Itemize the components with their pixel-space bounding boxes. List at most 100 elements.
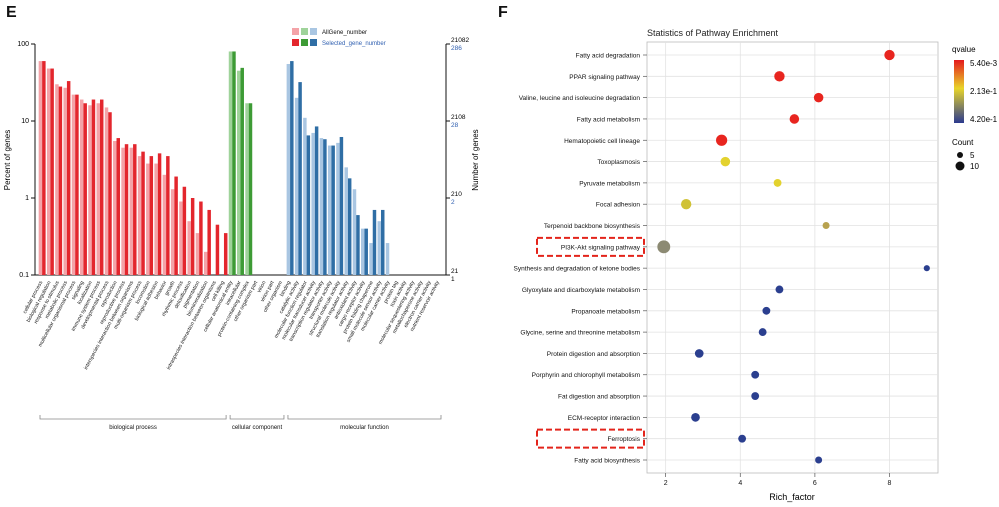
left-tick-label: 10 bbox=[21, 118, 29, 125]
bar-selected-genes bbox=[108, 112, 112, 275]
legend-selected-label: Selected_gene_number bbox=[322, 41, 386, 47]
bar-all-genes bbox=[377, 221, 382, 275]
pathway-label: Toxoplasmosis bbox=[597, 159, 640, 166]
right-tick-selected: 28 bbox=[451, 122, 459, 129]
bar-all-genes bbox=[162, 174, 167, 275]
pathway-label: Fatty acid biosynthesis bbox=[574, 458, 641, 465]
bar-all-genes bbox=[63, 87, 67, 275]
bar-all-genes bbox=[203, 251, 208, 275]
bar-all-genes bbox=[88, 105, 92, 275]
legend-swatches bbox=[292, 28, 317, 46]
bar-all-genes bbox=[327, 145, 332, 275]
pathway-dot bbox=[751, 392, 760, 400]
right-ticks: 21082 286 2108 28 210 2 21 1 bbox=[446, 37, 469, 283]
pathway-label: Terpenoid backbone biosynthesis bbox=[544, 223, 641, 230]
bar-all-genes bbox=[55, 84, 59, 276]
bar-all-genes bbox=[96, 103, 100, 275]
pathway-dot bbox=[657, 240, 671, 254]
bar-selected-genes bbox=[290, 61, 294, 276]
bar-all-genes bbox=[129, 147, 134, 275]
bar-all-genes bbox=[113, 140, 117, 275]
count-size-10 bbox=[955, 161, 965, 171]
dot-marks bbox=[657, 49, 930, 464]
bar-all-genes bbox=[369, 243, 373, 275]
dot-grid bbox=[647, 42, 938, 473]
pathway-label: Fat digestion and absorption bbox=[558, 394, 640, 401]
x-tick-label: 4 bbox=[738, 480, 742, 487]
bar-selected-genes bbox=[232, 51, 236, 276]
bar-all-genes bbox=[121, 147, 125, 275]
pathway-label: ECM-receptor interaction bbox=[568, 415, 641, 422]
x-tick-label: 2 bbox=[664, 480, 668, 487]
pathway-dot bbox=[762, 306, 771, 315]
bar-all-genes bbox=[170, 189, 175, 275]
bar-selected-genes bbox=[298, 82, 302, 275]
pathway-dot bbox=[813, 92, 824, 103]
bar-selected-genes bbox=[323, 139, 327, 275]
bar-all-genes bbox=[319, 138, 324, 275]
pathway-label: Protein digestion and absorption bbox=[547, 351, 641, 358]
group-label: molecular function bbox=[340, 425, 389, 431]
bar-group-brackets: biological process cellular component mole… bbox=[39, 415, 442, 431]
bar-selected-genes bbox=[99, 99, 104, 275]
pathway-label: Porphyrin and chlorophyll metabolism bbox=[532, 372, 640, 379]
group-label: cellular component bbox=[232, 425, 283, 431]
bar-all-genes bbox=[71, 94, 76, 275]
bar-legend: AllGene_number Selected_gene_number bbox=[292, 28, 386, 47]
left-tick-label: 1 bbox=[25, 195, 29, 202]
bar-all-genes bbox=[237, 70, 241, 275]
bar-all-genes bbox=[154, 163, 158, 275]
bar-selected-genes bbox=[91, 99, 96, 275]
pathway-labels: Fatty acid degradation PPAR signaling pat… bbox=[514, 53, 647, 465]
pathway-dot bbox=[691, 413, 700, 422]
bar-all-genes bbox=[195, 233, 200, 275]
bar-selected-genes bbox=[240, 67, 244, 275]
pathway-dot bbox=[884, 49, 895, 61]
bar-all-genes bbox=[137, 156, 142, 275]
bar-all-genes bbox=[311, 132, 315, 275]
bar-selected-genes bbox=[141, 151, 145, 275]
pathway-label: Fatty acid metabolism bbox=[577, 116, 640, 123]
bar-all-genes bbox=[79, 99, 84, 275]
group-bracket bbox=[287, 415, 442, 420]
pathway-label: PPAR signaling pathway bbox=[569, 74, 640, 81]
bar-selected-genes bbox=[149, 156, 154, 275]
qvalue-tick-label: 2.13e-1 bbox=[970, 87, 998, 96]
left-ticks: 100 10 1 0.1 bbox=[17, 41, 35, 279]
bar-selected-genes bbox=[356, 215, 360, 275]
bar-selected-genes bbox=[42, 61, 46, 276]
pathway-dot bbox=[822, 222, 830, 230]
legend-swatch-selected bbox=[292, 39, 299, 46]
pathway-dot bbox=[751, 370, 760, 379]
panel-letter-e: E bbox=[6, 4, 17, 21]
qvalue-tick-label: 5.40e-3 bbox=[970, 59, 998, 68]
pathway-dot bbox=[815, 456, 823, 464]
x-tick-label: 8 bbox=[888, 480, 892, 487]
right-tick-selected: 286 bbox=[451, 45, 462, 52]
group-bracket bbox=[39, 415, 227, 420]
bar-all-genes bbox=[245, 103, 249, 275]
bar-all-genes bbox=[336, 142, 340, 275]
bar-all-genes bbox=[146, 163, 150, 275]
legend-swatch-selected bbox=[310, 39, 317, 46]
dot-x-ticks: 2 4 6 8 bbox=[664, 473, 892, 487]
bar-selected-genes bbox=[207, 209, 211, 275]
bar-selected-genes bbox=[339, 136, 344, 275]
right-tick-all: 2108 bbox=[451, 114, 466, 121]
bar-category-label: virion bbox=[256, 280, 267, 294]
dot-chart-title: Statistics of Pathway Enrichment bbox=[647, 28, 779, 38]
bar-all-genes bbox=[179, 201, 183, 275]
pathway-dot-chart: Statistics of Pathway Enrichment Fatty a… bbox=[514, 28, 998, 502]
pathway-dot bbox=[738, 434, 747, 443]
bar-selected-genes bbox=[124, 144, 129, 275]
bar-selected-genes bbox=[190, 198, 195, 275]
right-tick-all: 210 bbox=[451, 191, 462, 198]
qvalue-legend: qvalue 5.40e-3 2.13e-1 4.20e-1 bbox=[952, 45, 998, 124]
pathway-dot bbox=[680, 199, 692, 210]
bar-selected-genes bbox=[133, 144, 137, 275]
bar-selected-genes bbox=[166, 156, 170, 275]
bar-all-genes bbox=[104, 107, 109, 275]
group-label: biological process bbox=[109, 425, 157, 431]
